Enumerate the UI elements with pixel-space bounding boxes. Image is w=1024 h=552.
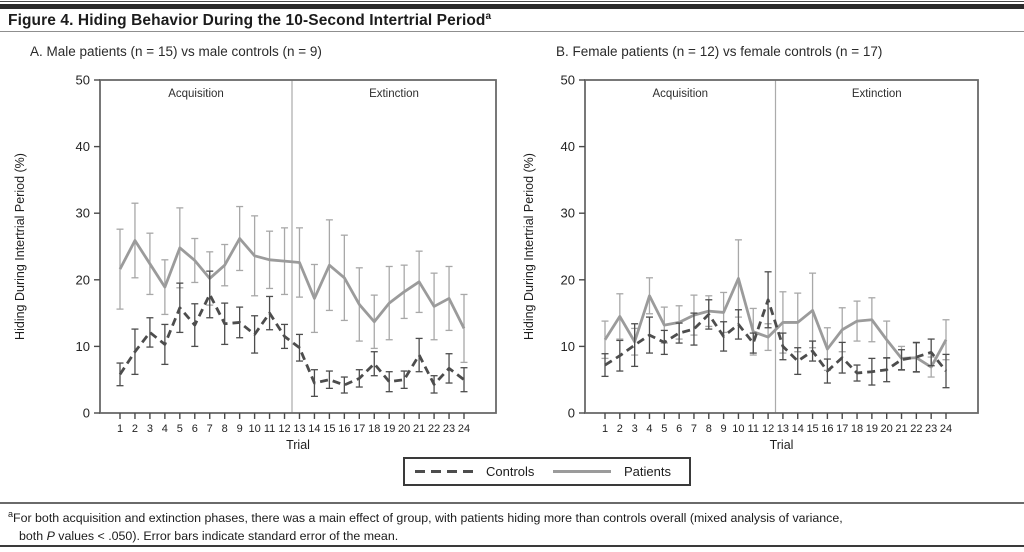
x-tick-label: 22 <box>910 423 922 435</box>
footnote-superscript: a <box>8 509 14 519</box>
x-tick-label: 11 <box>748 423 759 435</box>
series-line-controls <box>118 293 465 387</box>
y-tick-label: 10 <box>561 339 575 354</box>
patients-solid-line-sample <box>553 470 612 473</box>
phase-label-acquisition: Acquisition <box>168 88 224 100</box>
panel-b-title: B. Female patients (n = 12) vs female co… <box>556 44 883 59</box>
x-tick-label: 10 <box>248 423 260 435</box>
phase-label-extinction: Extinction <box>852 88 902 100</box>
x-tick-label: 4 <box>646 423 652 435</box>
x-tick-label: 5 <box>177 423 183 435</box>
plot-border <box>99 79 497 414</box>
figure-title-superscript: a <box>485 11 492 22</box>
y-axis-title: Hiding During Intertrial Period (%) <box>13 153 27 340</box>
x-tick-label: 2 <box>132 423 138 435</box>
x-tick-label: 16 <box>821 423 833 435</box>
y-tick-label: 0 <box>83 406 90 421</box>
x-tick-label: 4 <box>162 423 168 435</box>
plot-border <box>584 79 979 414</box>
bottom-rule <box>0 545 1024 547</box>
x-tick-label: 3 <box>147 423 153 435</box>
x-tick-label: 17 <box>836 423 848 435</box>
x-tick-label: 7 <box>207 423 213 435</box>
x-tick-label: 14 <box>792 423 804 435</box>
x-tick-label: 9 <box>721 423 727 435</box>
x-tick-label: 6 <box>192 423 198 435</box>
series-line-patients <box>603 277 948 369</box>
series-line-patients <box>118 237 466 330</box>
x-tick-label: 9 <box>237 423 243 435</box>
x-tick-label: 10 <box>732 423 744 435</box>
y-tick-label: 30 <box>561 206 575 221</box>
x-tick-label: 20 <box>881 423 893 435</box>
x-tick-label: 15 <box>323 423 335 435</box>
x-tick-label: 8 <box>706 423 712 435</box>
x-tick-label: 14 <box>308 423 320 435</box>
x-tick-label: 2 <box>617 423 623 435</box>
x-tick-label: 6 <box>676 423 682 435</box>
x-tick-label: 12 <box>278 423 290 435</box>
x-tick-label: 18 <box>368 423 380 435</box>
panel-a-title: A. Male patients (n = 15) vs male contro… <box>30 44 322 59</box>
x-tick-label: 24 <box>940 423 952 435</box>
x-tick-label: 1 <box>117 423 123 435</box>
x-tick-label: 18 <box>851 423 863 435</box>
legend-label-controls: Controls <box>486 464 535 479</box>
phase-label-acquisition: Acquisition <box>652 88 708 100</box>
legend-label-patients: Patients <box>624 464 671 479</box>
x-tick-label: 12 <box>762 423 774 435</box>
y-tick-label: 50 <box>76 73 90 88</box>
figure-title-text: Figure 4. Hiding Behavior During the 10-… <box>8 12 486 30</box>
y-tick-label: 50 <box>561 73 575 88</box>
x-tick-label: 13 <box>293 423 305 435</box>
x-axis-title: Trial <box>286 438 310 452</box>
x-tick-label: 24 <box>458 423 470 435</box>
x-tick-label: 1 <box>602 423 608 435</box>
controls-dashed-line-sample <box>415 469 473 474</box>
y-axis-title: Hiding During Intertrial Period (%) <box>522 153 536 340</box>
x-tick-label: 11 <box>264 423 275 435</box>
x-tick-label: 19 <box>383 423 395 435</box>
x-tick-label: 21 <box>895 423 907 435</box>
y-tick-label: 40 <box>561 139 575 154</box>
x-tick-label: 21 <box>413 423 425 435</box>
y-tick-label: 30 <box>76 206 90 221</box>
x-tick-label: 5 <box>661 423 667 435</box>
y-tick-label: 20 <box>561 272 575 287</box>
legend: Controls Patients <box>403 457 691 486</box>
x-tick-label: 8 <box>222 423 228 435</box>
footnote-top-rule <box>0 502 1024 504</box>
top-rule <box>0 4 1024 9</box>
x-tick-label: 23 <box>443 423 455 435</box>
footnote-line-2: both P values < .050). Error bars indica… <box>19 528 399 543</box>
x-tick-label: 7 <box>691 423 697 435</box>
y-tick-label: 40 <box>76 139 90 154</box>
title-divider-rule <box>0 31 1024 32</box>
x-tick-label: 22 <box>428 423 440 435</box>
legend-item-patients: Patients <box>553 464 671 479</box>
phase-label-extinction: Extinction <box>369 88 419 100</box>
x-tick-label: 19 <box>866 423 878 435</box>
y-tick-label: 20 <box>76 272 90 287</box>
footnote: aFor both acquisition and extinction pha… <box>8 508 1016 545</box>
footnote-line-1: aFor both acquisition and extinction pha… <box>8 509 843 526</box>
x-axis-title: Trial <box>770 438 794 452</box>
series-line-controls <box>604 298 948 375</box>
y-tick-label: 10 <box>76 339 90 354</box>
x-tick-label: 20 <box>398 423 410 435</box>
x-tick-label: 23 <box>925 423 937 435</box>
x-tick-label: 17 <box>353 423 365 435</box>
figure-title: Figure 4. Hiding Behavior During the 10-… <box>8 11 491 30</box>
x-tick-label: 13 <box>777 423 789 435</box>
legend-item-controls: Controls <box>415 464 534 479</box>
x-tick-label: 3 <box>632 423 638 435</box>
top-hairline <box>0 1 1024 2</box>
x-tick-label: 16 <box>338 423 350 435</box>
x-tick-label: 15 <box>806 423 818 435</box>
y-tick-label: 0 <box>568 406 575 421</box>
